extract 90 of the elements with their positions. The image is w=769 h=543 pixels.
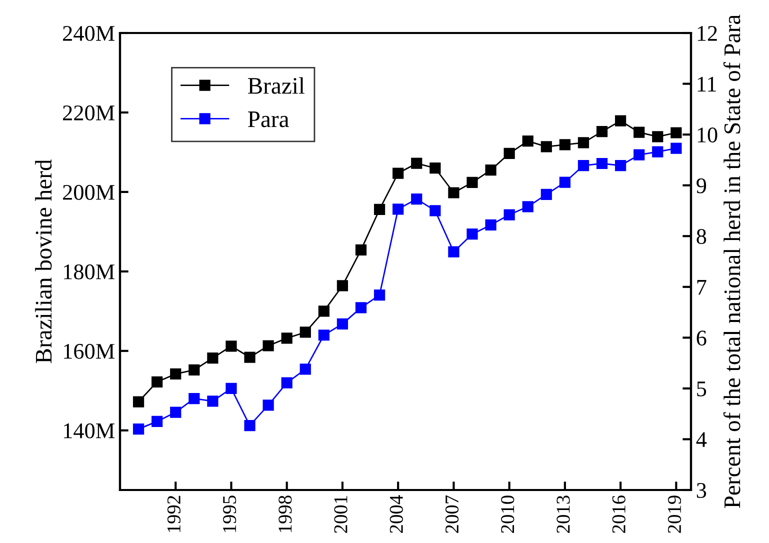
point	[466, 228, 478, 240]
y-tick-label: 160M	[64, 344, 114, 359]
point	[300, 326, 311, 338]
point	[652, 146, 664, 158]
point	[262, 400, 274, 411]
point	[522, 201, 534, 212]
point	[226, 340, 237, 352]
point	[540, 141, 552, 152]
y2-tick-label: 5	[697, 382, 706, 396]
point	[207, 352, 218, 364]
point	[430, 162, 441, 174]
point	[318, 330, 330, 341]
y2-tick-label: 10	[698, 127, 718, 142]
point	[559, 139, 570, 150]
point	[466, 176, 478, 188]
point	[504, 148, 515, 159]
point	[670, 142, 682, 154]
x-tick-label: 2001	[334, 496, 348, 533]
x-tick-label: 2004	[390, 495, 403, 533]
point	[634, 149, 645, 160]
point	[318, 306, 330, 317]
point	[559, 176, 570, 188]
y-tick-label: 180M	[64, 264, 114, 280]
point	[670, 127, 682, 138]
point	[374, 204, 386, 215]
point	[336, 318, 348, 330]
point	[634, 126, 645, 138]
y2-tick-label: 6	[696, 330, 706, 346]
point	[392, 168, 404, 179]
point	[652, 131, 664, 142]
y-tick-label: 220M	[63, 105, 114, 120]
y2-tick-label: 3	[696, 482, 706, 498]
x-tick-label: 2007	[445, 495, 459, 533]
y2-tick-label: 4	[696, 432, 707, 447]
point	[281, 332, 292, 344]
point	[152, 416, 163, 428]
point	[207, 396, 218, 407]
point	[336, 280, 348, 292]
point	[170, 368, 182, 380]
y2-tick-label: 11	[698, 76, 716, 92]
legend-label: Brazil	[248, 77, 305, 94]
x-tick-label: 1995	[223, 496, 236, 532]
point	[578, 160, 590, 172]
point	[596, 126, 608, 138]
point	[596, 158, 608, 170]
point	[578, 137, 590, 148]
point	[392, 204, 404, 215]
y2-tick-label: 9	[696, 178, 706, 194]
point	[540, 188, 552, 200]
point	[448, 246, 460, 258]
x-tick-label: 2019	[668, 496, 682, 533]
point	[281, 377, 292, 388]
point	[188, 364, 200, 376]
x-tick-label: 2010	[501, 496, 514, 533]
point	[614, 160, 626, 172]
point	[170, 406, 182, 418]
x-tick-label: 2013	[556, 496, 570, 533]
point	[355, 302, 367, 314]
point	[152, 376, 163, 388]
x-tick-label: 2016	[612, 495, 626, 533]
y-tick-label: 240M	[63, 26, 114, 41]
point	[374, 289, 386, 301]
point	[262, 340, 274, 352]
point	[411, 193, 422, 205]
point	[226, 382, 237, 394]
point	[244, 420, 256, 432]
y2-tick-label: 8	[696, 229, 706, 244]
point	[411, 158, 422, 169]
y2-tick-label: 7	[697, 280, 706, 295]
point	[614, 115, 626, 126]
point	[522, 136, 534, 147]
point	[485, 164, 496, 176]
point	[132, 396, 144, 408]
point	[430, 205, 441, 216]
point	[448, 187, 460, 198]
y-tick-label: 200M	[63, 184, 114, 200]
point	[132, 424, 144, 435]
legend-label: Para	[248, 112, 289, 128]
point	[244, 352, 256, 363]
point	[188, 393, 200, 404]
y-tick-label: 140M	[64, 423, 114, 438]
y2-axis-title: Percent of the total national herd in the State of Para	[723, 14, 740, 508]
x-tick-label: 1998	[278, 496, 292, 532]
y-axis-title: Brazilian bovine herd	[35, 160, 52, 364]
point	[485, 219, 496, 230]
x-tick-label: 1992	[167, 496, 180, 532]
y2-tick-label: 12	[698, 26, 717, 41]
point	[355, 244, 367, 256]
point	[300, 364, 311, 375]
point	[504, 209, 515, 220]
